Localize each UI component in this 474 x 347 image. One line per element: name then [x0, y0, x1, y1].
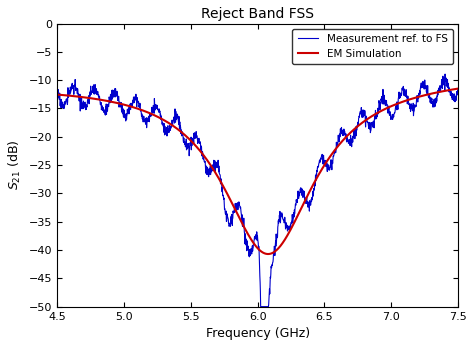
Measurement ref. to FS — [283, 227, 288, 231]
Legend: Measurement ref. to FS, EM Simulation: Measurement ref. to FS, EM Simulation — [292, 29, 453, 64]
X-axis label: Frequency (GHz): Frequency (GHz) — [206, 327, 310, 340]
Measurement ref. to FS — [85, 98, 91, 102]
EM Simulation — [310, 183, 316, 187]
EM Simulation — [54, 92, 60, 96]
EM Simulation — [456, 86, 461, 91]
EM Simulation — [79, 95, 84, 99]
EM Simulation — [400, 100, 406, 104]
Measurement ref. to FS — [233, 206, 238, 210]
Line: Measurement ref. to FS: Measurement ref. to FS — [57, 74, 458, 307]
Measurement ref. to FS — [54, 88, 60, 92]
EM Simulation — [298, 207, 304, 211]
Measurement ref. to FS — [258, 305, 264, 309]
Measurement ref. to FS — [442, 72, 448, 76]
Measurement ref. to FS — [101, 109, 107, 113]
Measurement ref. to FS — [456, 91, 461, 95]
Y-axis label: $S_{21}$ (dB): $S_{21}$ (dB) — [7, 140, 23, 191]
Title: Reject Band FSS: Reject Band FSS — [201, 7, 314, 21]
Measurement ref. to FS — [240, 217, 246, 221]
EM Simulation — [265, 252, 271, 256]
EM Simulation — [359, 121, 365, 125]
EM Simulation — [288, 228, 293, 232]
Line: EM Simulation: EM Simulation — [57, 88, 458, 254]
Measurement ref. to FS — [224, 212, 230, 216]
